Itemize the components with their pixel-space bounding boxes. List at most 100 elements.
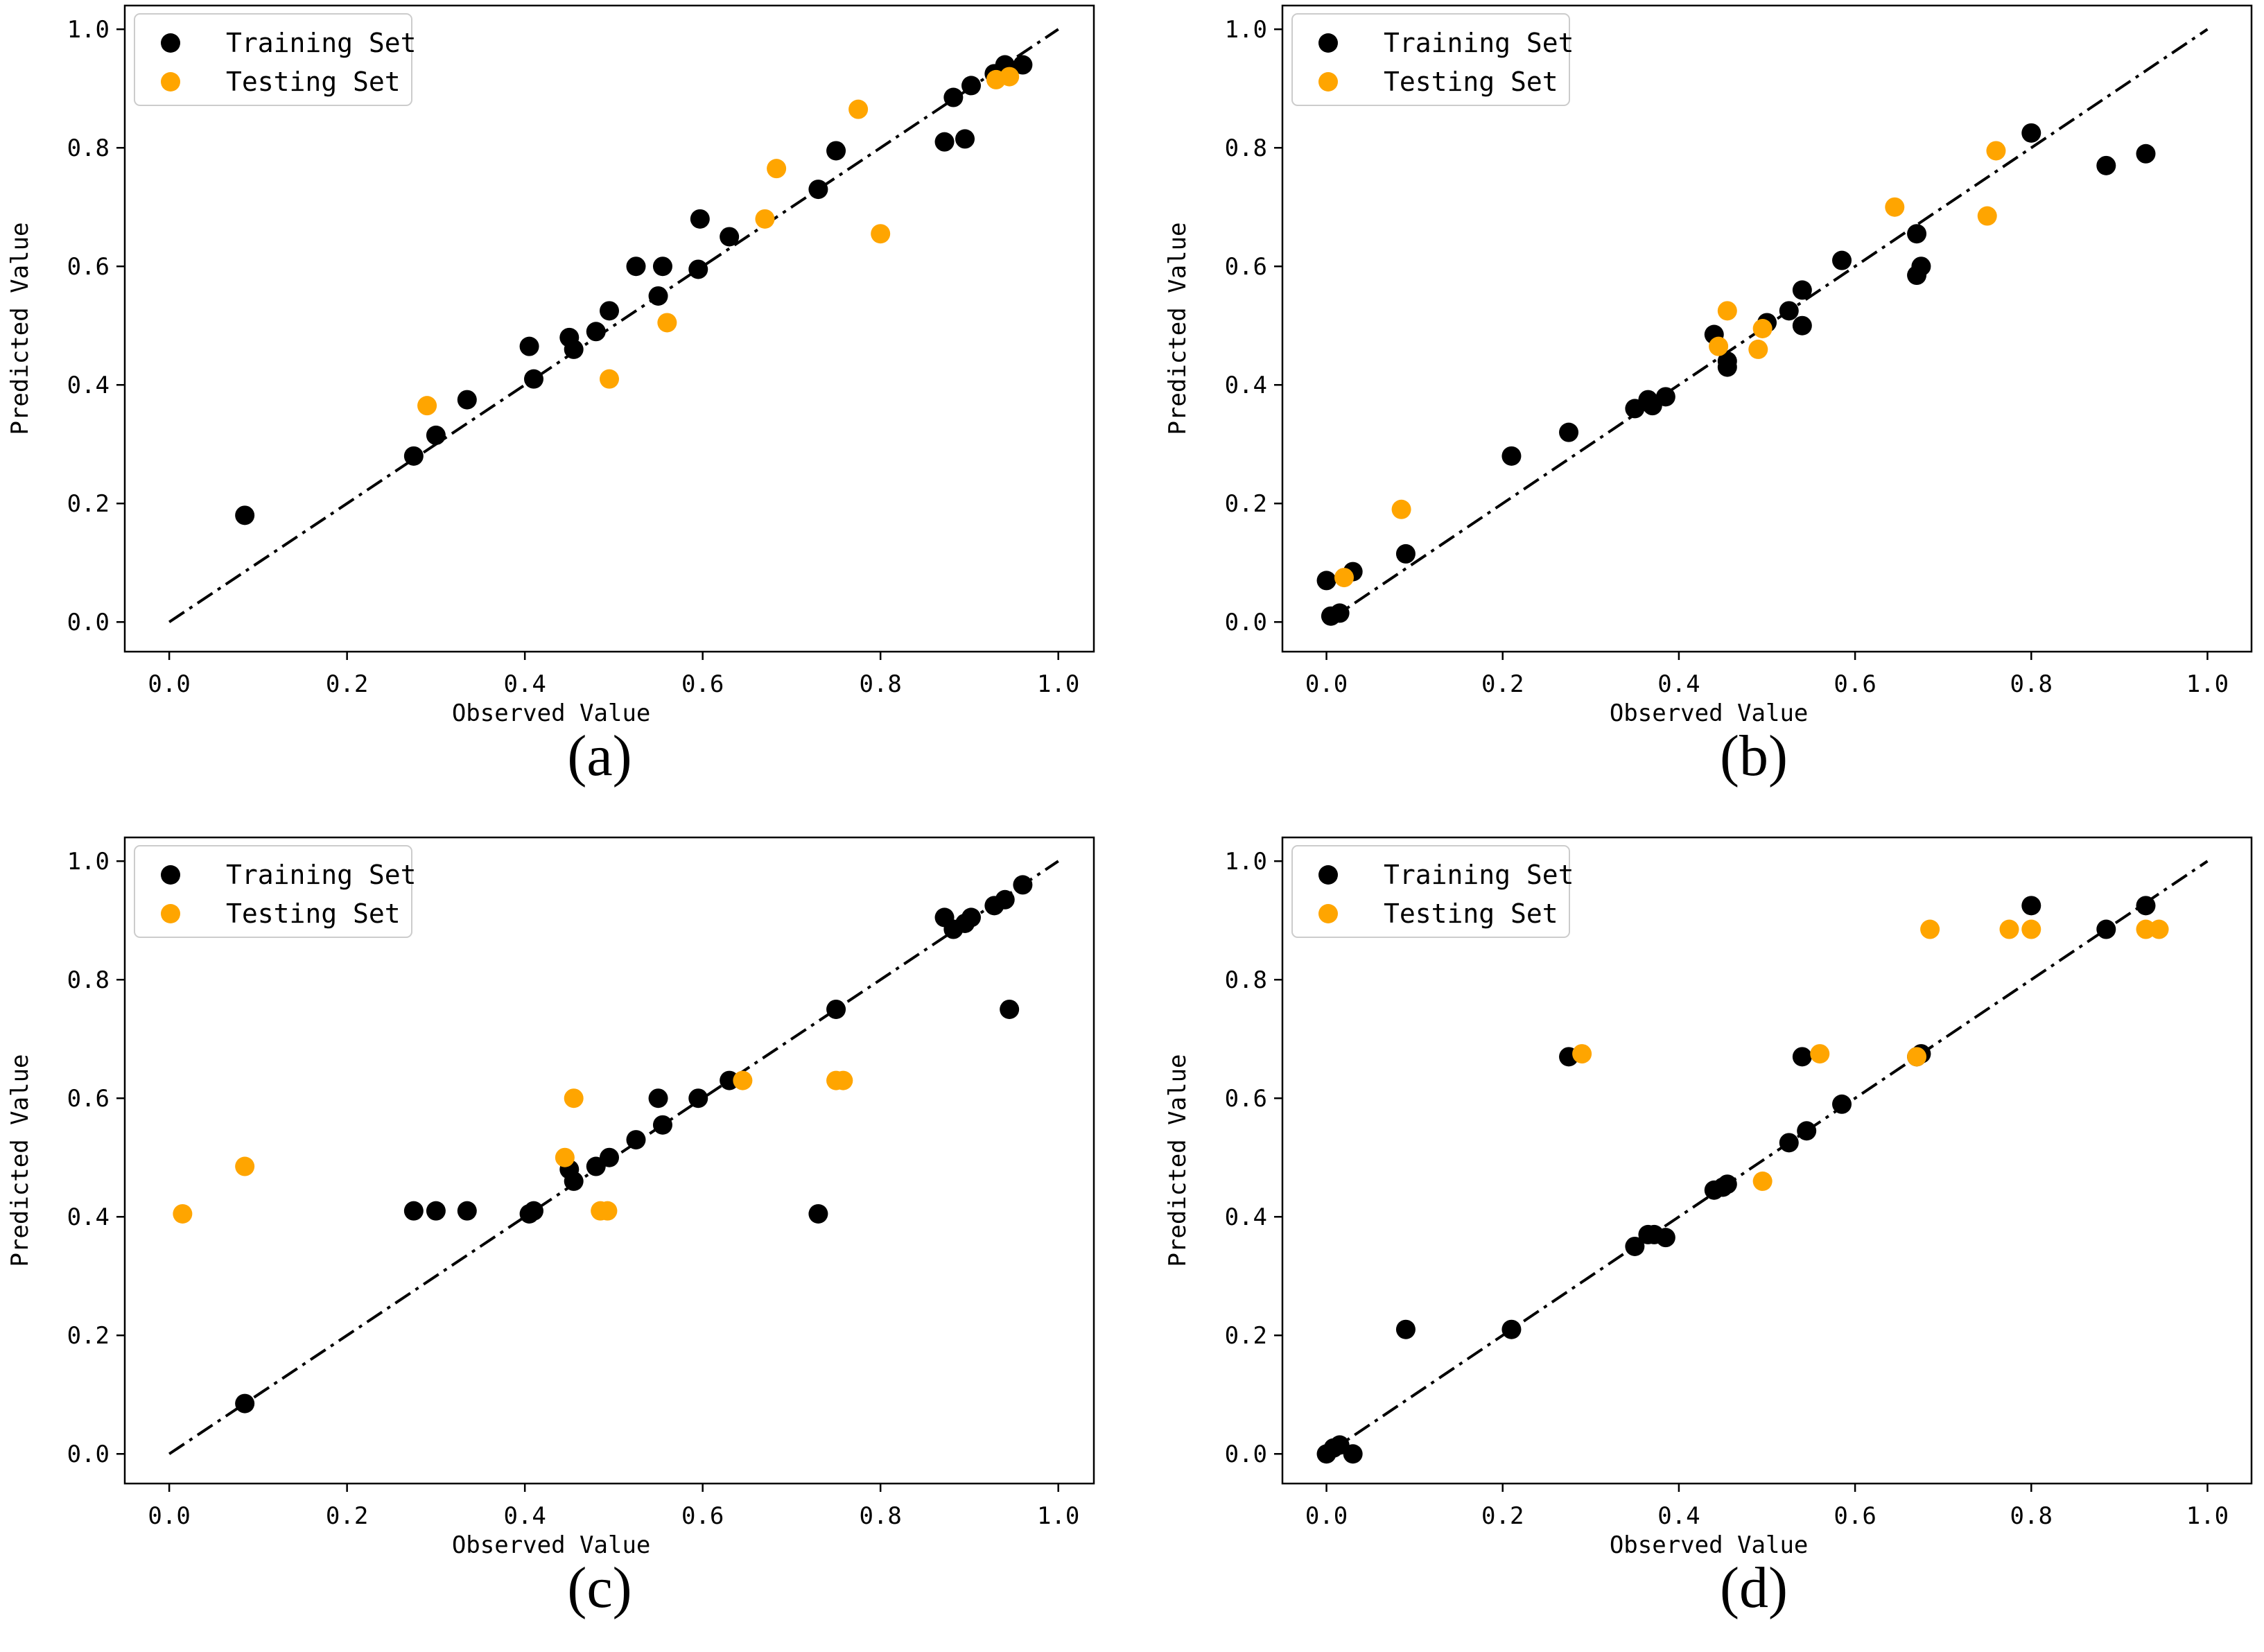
training-point: [600, 1147, 619, 1167]
testing-series: [1334, 141, 2006, 588]
testing-point: [1920, 919, 1940, 939]
training-point: [1000, 999, 1020, 1019]
y-tick-label: 1.0: [67, 848, 110, 876]
x-tick-label: 0.0: [1305, 1502, 1348, 1530]
y-tick-label: 0.4: [67, 372, 110, 399]
testing-point: [1752, 319, 1773, 338]
training-point: [564, 339, 584, 359]
training-point: [690, 209, 710, 229]
training-point: [652, 1115, 672, 1135]
training-point: [826, 141, 846, 161]
testing-point: [2021, 919, 2041, 939]
training-point: [1779, 1133, 1799, 1153]
testing-point: [555, 1147, 575, 1167]
legend-label: Testing Set: [1384, 898, 1558, 929]
testing-series: [173, 1070, 853, 1224]
training-point: [688, 259, 708, 279]
y-tick-label: 0.0: [67, 1441, 110, 1468]
training-point: [523, 1201, 543, 1221]
x-tick-label: 0.2: [326, 1502, 368, 1530]
training-point: [1013, 55, 1033, 75]
legend-label: Testing Set: [226, 898, 401, 929]
x-tick-label: 0.4: [1657, 670, 1700, 698]
training-point: [995, 889, 1015, 910]
legend-label: Training Set: [1384, 860, 1574, 890]
y-axis-title: Predicted Value: [1164, 222, 1192, 435]
legend-label: Training Set: [1384, 28, 1574, 58]
x-tick-label: 1.0: [1037, 1502, 1079, 1530]
training-point: [403, 1201, 424, 1221]
training-point: [943, 87, 964, 107]
testing-point: [1885, 197, 1905, 217]
testing-point: [235, 1156, 255, 1176]
testing-point: [598, 1201, 618, 1221]
training-point: [1779, 301, 1799, 321]
training-point: [235, 1393, 255, 1414]
training-series: [1316, 123, 2156, 626]
training-point: [426, 425, 446, 445]
legend-box: [1291, 845, 1570, 938]
identity-line: [1325, 860, 2209, 1455]
legend-label: Testing Set: [226, 67, 401, 97]
training-point: [720, 227, 740, 247]
plot-frame: [123, 836, 1095, 1485]
training-point: [648, 286, 668, 306]
testing-point: [1709, 336, 1729, 356]
testing-point: [600, 369, 619, 389]
training-point: [1655, 1228, 1675, 1248]
y-tick-label: 0.6: [1225, 1085, 1267, 1113]
testing-point: [417, 396, 437, 416]
legend-marker: [1318, 33, 1338, 53]
training-point: [457, 390, 477, 410]
training-point: [955, 129, 975, 149]
training-point: [1797, 1121, 1817, 1141]
training-point: [1501, 1319, 1522, 1339]
y-tick-label: 0.4: [67, 1203, 110, 1231]
chart-panel-b: 0.0 0.2 0.4 0.6 0.8 1.0 0.0 0.2 0.4 0.6 0.8 1.0 Obse…: [1164, 4, 2253, 727]
x-tick-label: 0.8: [859, 670, 901, 698]
testing-point: [1977, 206, 1997, 226]
x-axis-title: Observed Value: [1610, 699, 1809, 727]
training-point: [235, 505, 255, 525]
legend: Training Set Testing Set: [134, 13, 417, 106]
training-point: [2021, 896, 2041, 916]
legend-box: [1291, 13, 1570, 106]
training-point: [826, 999, 846, 1019]
training-point: [1792, 315, 1812, 336]
training-point: [1343, 1444, 1363, 1464]
training-point: [1501, 446, 1522, 466]
testing-point: [173, 1203, 193, 1224]
y-tick-label: 0.8: [67, 966, 110, 994]
y-tick-label: 0.8: [67, 134, 110, 162]
legend-marker: [1318, 904, 1338, 923]
x-axis-title: Observed Value: [452, 699, 651, 727]
training-point: [2096, 155, 2116, 175]
training-point: [808, 180, 828, 200]
legend-box: [134, 845, 412, 938]
x-tick-label: 0.6: [681, 670, 724, 698]
training-point: [720, 1070, 740, 1090]
y-tick-label: 0.6: [67, 253, 110, 281]
x-tick-label: 1.0: [1037, 670, 1079, 698]
testing-point: [1810, 1044, 1830, 1064]
testing-point: [871, 224, 891, 244]
legend-marker: [161, 33, 180, 53]
legend-label: Training Set: [226, 28, 417, 58]
training-point: [1717, 1174, 1737, 1194]
x-tick-label: 0.4: [503, 670, 546, 698]
testing-point: [1999, 919, 2019, 939]
legend-marker: [1318, 72, 1338, 92]
training-point: [1907, 266, 1927, 286]
y-tick-label: 0.2: [67, 490, 110, 518]
training-point: [586, 322, 606, 342]
y-tick-label: 1.0: [67, 16, 110, 44]
training-point: [457, 1201, 477, 1221]
training-point: [564, 1171, 584, 1191]
x-tick-label: 0.4: [503, 1502, 546, 1530]
testing-series: [417, 67, 1020, 416]
training-point: [1717, 357, 1737, 377]
training-point: [626, 1130, 646, 1150]
x-tick-label: 0.4: [1657, 1502, 1700, 1530]
y-tick-label: 0.6: [67, 1085, 110, 1113]
